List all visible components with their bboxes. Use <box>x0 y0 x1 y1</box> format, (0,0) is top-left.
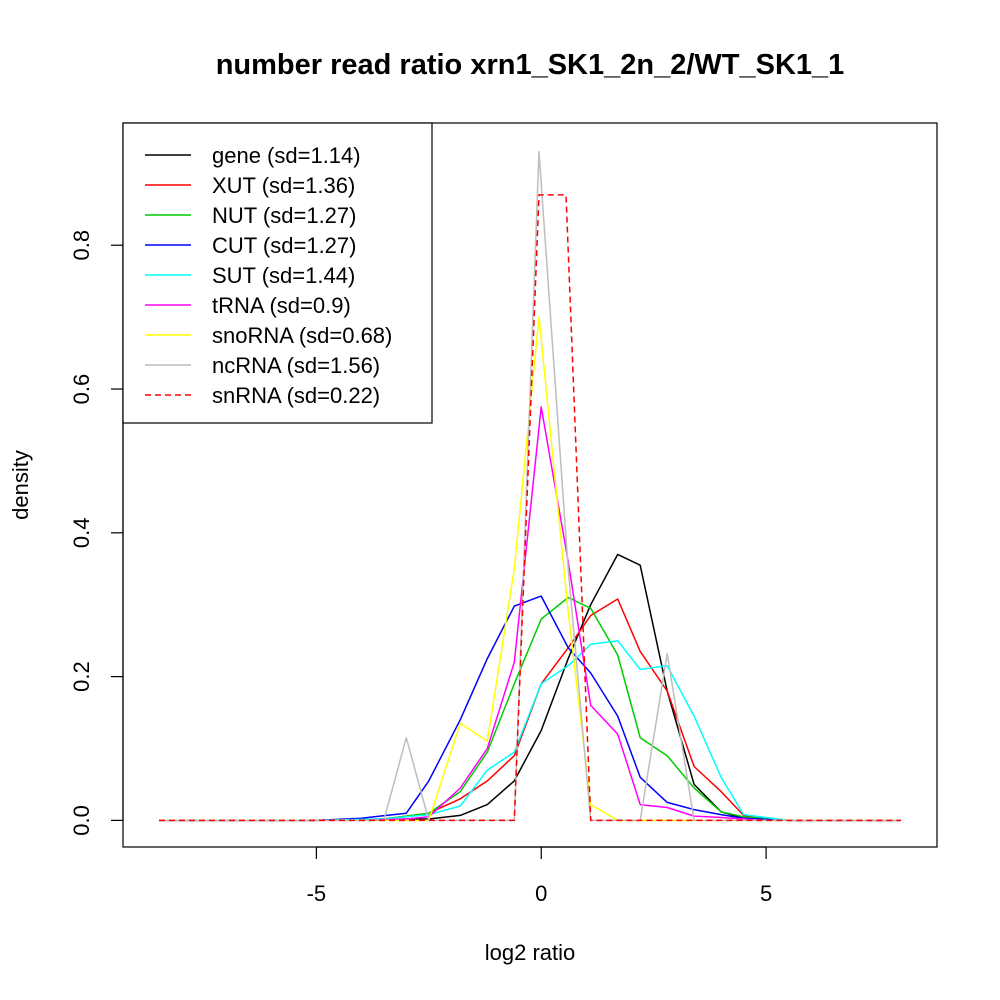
chart-title: number read ratio xrn1_SK1_2n_2/WT_SK1_1 <box>216 49 845 81</box>
legend: gene (sd=1.14) XUT (sd=1.36) NUT (sd=1.27)… <box>122 122 433 424</box>
series-line-4 <box>159 639 901 822</box>
legend-label-0: gene (sd=1.14) <box>212 143 361 168</box>
y-axis-title: density <box>8 450 33 520</box>
legend-box <box>122 122 433 424</box>
series-layer <box>159 151 901 822</box>
series-line-6 <box>159 316 901 822</box>
x-tick-label: 0 <box>535 881 547 906</box>
legend-label-3: CUT (sd=1.27) <box>212 233 356 258</box>
x-tick-label: 5 <box>760 881 772 906</box>
y-tick-label: 0.2 <box>69 661 94 692</box>
y-tick-label: 0.4 <box>69 518 94 549</box>
legend-label-8: snRNA (sd=0.22) <box>212 383 380 408</box>
series-line-8 <box>159 194 901 822</box>
legend-label-4: SUT (sd=1.44) <box>212 263 355 288</box>
series-line-7 <box>159 151 901 822</box>
legend-label-7: ncRNA (sd=1.56) <box>212 353 380 378</box>
legend-label-5: tRNA (sd=0.9) <box>212 293 351 318</box>
legend-label-1: XUT (sd=1.36) <box>212 173 355 198</box>
x-tick-label: -5 <box>307 881 327 906</box>
x-axis: -5 0 5 <box>307 846 772 906</box>
y-tick-label: 0.6 <box>69 374 94 405</box>
series-line-3 <box>159 595 901 822</box>
legend-label-2: NUT (sd=1.27) <box>212 203 356 228</box>
legend-items: gene (sd=1.14) XUT (sd=1.36) NUT (sd=1.27)… <box>145 143 392 408</box>
legend-label-6: snoRNA (sd=0.68) <box>212 323 392 348</box>
x-axis-title: log2 ratio <box>485 940 576 965</box>
series-line-2 <box>159 596 901 822</box>
y-tick-label: 0.0 <box>69 805 94 836</box>
y-tick-label: 0.8 <box>69 230 94 261</box>
